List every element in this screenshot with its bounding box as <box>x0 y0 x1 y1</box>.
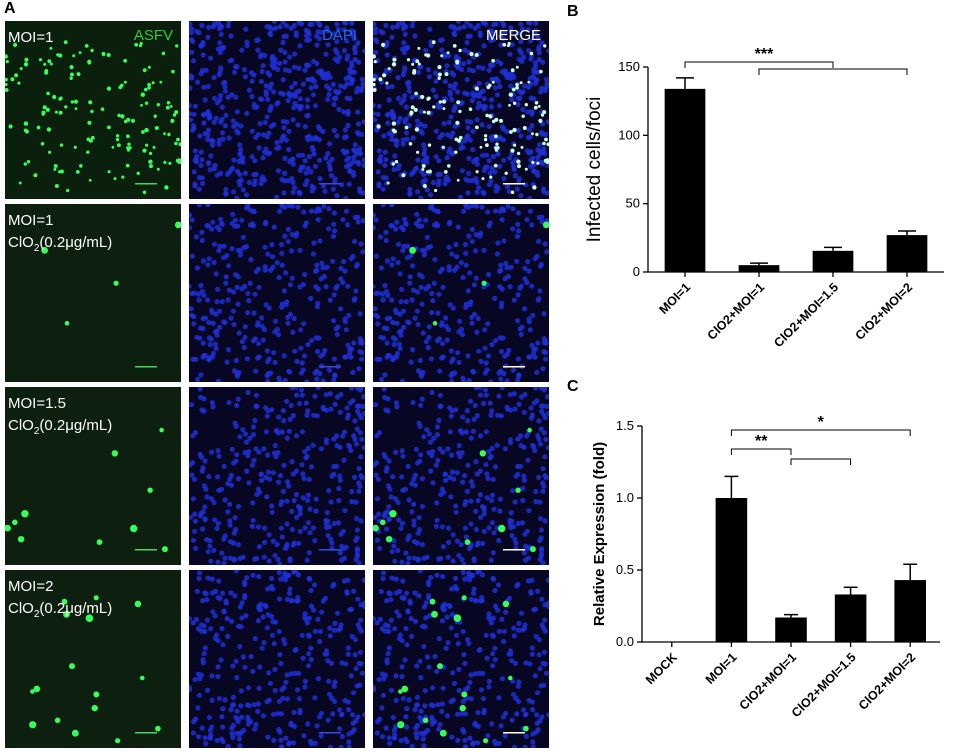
bar-2 <box>715 498 748 642</box>
condition-treatment: ClO2(0.2μg/mL) <box>8 234 113 254</box>
y-axis-title: Relative Expression (fold) <box>591 442 608 626</box>
scale-bar <box>503 366 525 368</box>
significance-label-1: *** <box>755 46 774 63</box>
channel-label-merge: MERGE <box>485 27 541 44</box>
scale-bar <box>319 549 341 551</box>
micrograph-merge-row-4 <box>373 570 549 748</box>
scale-bar <box>319 366 341 368</box>
micrograph-merge-row-3 <box>373 387 549 565</box>
y-tick-label: 50 <box>626 196 640 211</box>
condition-moi: MOI=1 <box>8 29 54 46</box>
micrograph-dapi-row-1: DAPI <box>189 21 365 199</box>
panel-b-letter: B <box>567 3 579 20</box>
micrograph-image <box>189 204 365 382</box>
scale-bar <box>319 183 341 185</box>
micrograph-image <box>5 570 181 748</box>
x-tick-label-2: MOI=1 <box>703 650 740 687</box>
significance-bracket-1 <box>684 61 834 68</box>
bar-3 <box>775 617 807 642</box>
panel-a-letter: A <box>4 0 16 17</box>
bar-3 <box>812 250 854 272</box>
micrograph-image <box>189 21 365 199</box>
micrograph-asfv-row-2: MOI=1 ClO2(0.2μg/mL) <box>5 204 181 382</box>
scale-bar <box>135 549 157 551</box>
micrograph-image <box>189 387 365 565</box>
scale-bar <box>135 366 157 368</box>
condition-moi: MOI=1.5 <box>8 395 66 412</box>
x-tick-label-1: MOCK <box>643 650 680 687</box>
micrograph-image <box>5 387 181 565</box>
bar-4 <box>834 594 867 642</box>
micrograph-image <box>373 21 549 199</box>
y-tick-label: 1.5 <box>616 418 634 433</box>
condition-label: MOI=2 ClO2(0.2μg/mL) <box>8 576 112 626</box>
condition-label: MOI=1.5 ClO2(0.2μg/mL) <box>8 393 112 443</box>
condition-treatment: ClO2(0.2μg/mL) <box>8 417 113 437</box>
scale-bar <box>135 732 157 734</box>
bar-5 <box>894 580 926 642</box>
micrograph-asfv-row-1: ASFV MOI=1 <box>5 21 181 199</box>
micrograph-grid: ASFV MOI=1 DAPI MERGE MOI=1 ClO2(0.2μg/mL) MOI… <box>5 21 549 749</box>
micrograph-image <box>5 21 181 199</box>
condition-moi: MOI=1 <box>8 212 54 229</box>
y-axis-title: Infected cells/foci <box>584 97 605 243</box>
x-tick-label-1: MOI=1 <box>656 280 693 317</box>
scale-bar <box>503 732 525 734</box>
y-tick-label: 0 <box>633 264 640 279</box>
condition-label: MOI=1 ClO2(0.2μg/mL) <box>8 210 112 260</box>
micrograph-image <box>373 387 549 565</box>
significance-bracket-2 <box>758 68 908 75</box>
micrograph-image <box>189 570 365 748</box>
significance-bracket-1 <box>730 429 911 436</box>
significance-bracket-3 <box>790 458 852 465</box>
condition-label: MOI=1 <box>8 27 53 49</box>
bar-2 <box>738 265 780 272</box>
chart-b-infected-cells: 0 50 100 150 Infected cells/foci MOI=1 ClO2+MO… <box>584 46 944 350</box>
scale-bar <box>319 732 341 734</box>
panel-c-letter: C <box>567 378 579 395</box>
channel-label-dapi: DAPI <box>321 27 357 44</box>
significance-label-2: ** <box>755 433 768 450</box>
significance-bracket-2 <box>730 448 792 455</box>
significance-label-1: * <box>818 414 825 431</box>
bar-4 <box>886 235 928 272</box>
condition-treatment: ClO2(0.2μg/mL) <box>8 600 113 620</box>
micrograph-image <box>5 204 181 382</box>
scale-bar <box>503 183 525 185</box>
x-tick-label-4: ClO2+MOI=2 <box>853 280 915 342</box>
x-tick-label-3: ClO2+MOI=1 <box>737 650 799 712</box>
y-tick-label: 0.0 <box>616 634 634 649</box>
scale-bar <box>135 183 157 185</box>
x-tick-label-4: ClO2+MOI=1.5 <box>789 650 859 720</box>
micrograph-asfv-row-3: MOI=1.5 ClO2(0.2μg/mL) <box>5 387 181 565</box>
micrograph-image <box>373 570 549 748</box>
scale-bar <box>503 549 525 551</box>
micrograph-asfv-row-4: MOI=2 ClO2(0.2μg/mL) <box>5 570 181 748</box>
x-tick-label-2: ClO2+MOI=1 <box>705 280 767 342</box>
condition-moi: MOI=2 <box>8 578 54 595</box>
micrograph-merge-row-1: MERGE <box>373 21 549 199</box>
chart-c-relative-expression: 0.0 0.5 1.0 1.5 Relative Expression (fold) MO… <box>591 414 940 720</box>
x-tick-label-5: ClO2+MOI=2 <box>856 650 918 712</box>
y-tick-label: 100 <box>618 127 640 142</box>
micrograph-merge-row-2 <box>373 204 549 382</box>
y-tick-label: 1.0 <box>616 490 634 505</box>
micrograph-image <box>373 204 549 382</box>
micrograph-dapi-row-4 <box>189 570 365 748</box>
micrograph-dapi-row-2 <box>189 204 365 382</box>
bar-1 <box>664 88 706 272</box>
micrograph-dapi-row-3 <box>189 387 365 565</box>
x-tick-label-3: ClO2+MOI=1.5 <box>771 280 841 350</box>
y-tick-label: 150 <box>618 59 640 74</box>
y-tick-label: 0.5 <box>616 562 634 577</box>
channel-label-asfv: ASFV <box>133 27 173 44</box>
